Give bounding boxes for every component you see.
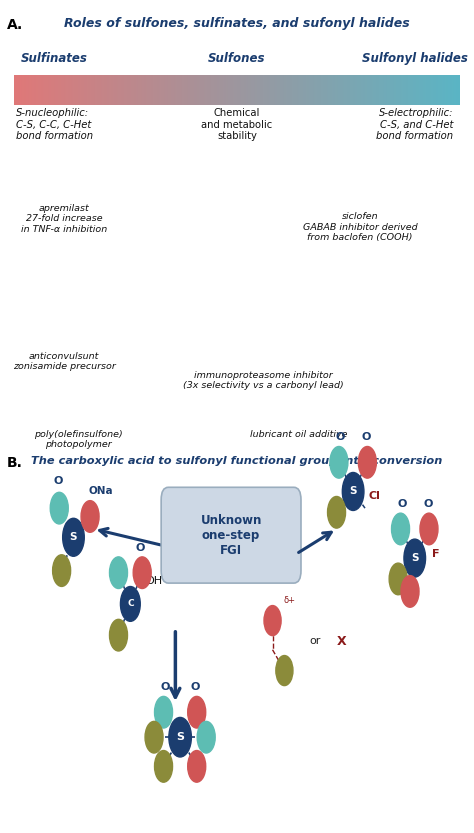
Text: C: C — [127, 600, 134, 608]
Circle shape — [358, 446, 376, 478]
FancyBboxPatch shape — [161, 487, 301, 583]
Circle shape — [342, 472, 364, 511]
Text: A.: A. — [7, 18, 23, 32]
Circle shape — [63, 518, 84, 556]
Circle shape — [120, 586, 140, 621]
Text: δ+: δ+ — [284, 596, 296, 605]
Circle shape — [188, 751, 206, 782]
Circle shape — [276, 656, 293, 686]
Text: Roles of sulfones, sulfinates, and sufonyl halides: Roles of sulfones, sulfinates, and sufon… — [64, 17, 410, 30]
Text: S: S — [349, 486, 357, 496]
Text: Unknown
one-step
FGI: Unknown one-step FGI — [201, 514, 262, 556]
Circle shape — [145, 721, 163, 753]
Circle shape — [53, 555, 71, 586]
Circle shape — [109, 557, 128, 588]
Text: Sulfinates: Sulfinates — [21, 52, 88, 65]
Text: S-electrophilic:
C-S, and C-Het
bond formation: S-electrophilic: C-S, and C-Het bond for… — [376, 108, 453, 142]
Circle shape — [169, 717, 191, 757]
Circle shape — [133, 557, 151, 588]
Circle shape — [155, 751, 173, 782]
Circle shape — [188, 696, 206, 728]
Text: SO₂: SO₂ — [193, 508, 219, 522]
Text: F: F — [432, 549, 439, 559]
Text: X: X — [337, 635, 346, 648]
Text: S-nucleophilic:
C-S, C-C, C-Het
bond formation: S-nucleophilic: C-S, C-C, C-Het bond for… — [16, 108, 93, 142]
Text: The carboxylic acid to sulfonyl functional group interconversion: The carboxylic acid to sulfonyl function… — [31, 456, 443, 466]
Circle shape — [420, 513, 438, 545]
Circle shape — [401, 576, 419, 607]
Text: ONa: ONa — [89, 486, 113, 496]
Text: O: O — [54, 476, 63, 486]
Text: O: O — [160, 682, 169, 692]
Text: or: or — [310, 636, 321, 646]
Circle shape — [328, 496, 346, 528]
Circle shape — [404, 539, 426, 577]
Circle shape — [109, 620, 128, 651]
Text: siclofen
GABAB inhibitor derived
from baclofen (COOH): siclofen GABAB inhibitor derived from ba… — [303, 212, 418, 242]
Circle shape — [389, 563, 407, 595]
Text: immunoproteasome inhibitor
(3x selectivity vs a carbonyl lead): immunoproteasome inhibitor (3x selectivi… — [182, 371, 344, 390]
Circle shape — [392, 513, 410, 545]
Text: O: O — [135, 542, 145, 553]
Text: Sulfonyl halides: Sulfonyl halides — [362, 52, 468, 65]
Text: apremilast
27-fold increase
in TNF-α inhibition: apremilast 27-fold increase in TNF-α inh… — [21, 204, 107, 234]
Circle shape — [50, 492, 68, 524]
Circle shape — [197, 721, 215, 753]
Text: Chemical
and metabolic
stability: Chemical and metabolic stability — [201, 108, 273, 142]
Text: Sulfones: Sulfones — [208, 52, 266, 65]
Text: anticonvulsunt
zonisamide precursor: anticonvulsunt zonisamide precursor — [13, 352, 115, 371]
Circle shape — [330, 446, 348, 478]
Circle shape — [155, 696, 173, 728]
Circle shape — [264, 606, 281, 636]
Text: OH: OH — [146, 576, 163, 586]
Text: poly(olefinsulfone)
photopolymer: poly(olefinsulfone) photopolymer — [34, 430, 123, 449]
Text: B.: B. — [7, 456, 23, 470]
Text: O: O — [336, 432, 345, 442]
Text: O: O — [423, 499, 432, 509]
Text: O: O — [362, 432, 371, 442]
Text: S: S — [176, 732, 184, 742]
Text: O: O — [191, 682, 200, 692]
Text: S: S — [70, 532, 77, 542]
Text: S: S — [411, 553, 419, 563]
Text: O: O — [397, 499, 406, 509]
Text: Cl: Cl — [368, 491, 381, 501]
Circle shape — [81, 501, 99, 532]
Text: lubricant oil additive: lubricant oil additive — [250, 430, 347, 439]
